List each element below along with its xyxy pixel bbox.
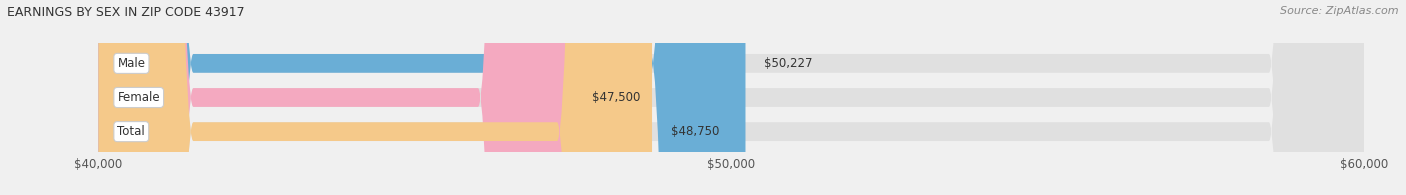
Text: Total: Total [117, 125, 145, 138]
FancyBboxPatch shape [98, 0, 1364, 195]
Text: Male: Male [117, 57, 145, 70]
Text: $47,500: $47,500 [592, 91, 640, 104]
Text: $50,227: $50,227 [765, 57, 813, 70]
Text: Source: ZipAtlas.com: Source: ZipAtlas.com [1281, 6, 1399, 16]
Text: $48,750: $48,750 [671, 125, 720, 138]
Text: EARNINGS BY SEX IN ZIP CODE 43917: EARNINGS BY SEX IN ZIP CODE 43917 [7, 6, 245, 19]
FancyBboxPatch shape [98, 0, 1364, 195]
FancyBboxPatch shape [98, 0, 574, 195]
FancyBboxPatch shape [98, 0, 652, 195]
FancyBboxPatch shape [98, 0, 1364, 195]
FancyBboxPatch shape [98, 0, 745, 195]
Text: Female: Female [117, 91, 160, 104]
